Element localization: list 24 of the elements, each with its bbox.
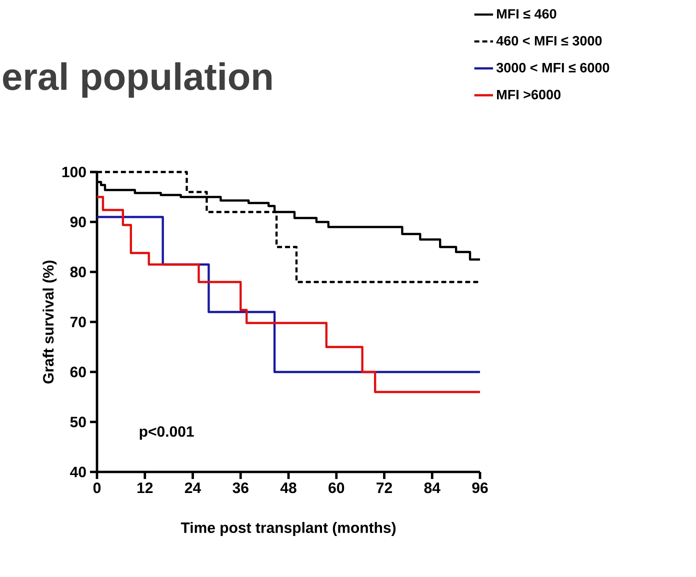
legend-label: 3000 < MFI ≤ 6000 (496, 62, 610, 72)
x-tick-label: 12 (137, 482, 153, 493)
y-axis-title: Graft survival (%) (42, 260, 57, 384)
y-tick-label: 80 (70, 266, 86, 278)
x-tick-label: 36 (232, 482, 248, 494)
chart-title: eral population (3, 62, 272, 98)
y-tick-label: 70 (70, 316, 86, 328)
x-tick-label: 24 (184, 482, 202, 493)
annotation: p<0.001 (140, 426, 194, 440)
legend-label: 460 < MFI ≤ 3000 (496, 36, 602, 46)
y-tick-label: 40 (70, 466, 86, 478)
x-tick-label: 48 (280, 482, 296, 494)
x-tick-label: 0 (93, 482, 101, 494)
y-tick-label: 50 (70, 416, 86, 428)
x-tick-label: 72 (376, 482, 392, 493)
x-tick-label: 60 (328, 482, 344, 494)
x-axis-title: Time post transplant (months) (180, 522, 396, 536)
x-tick-label: 84 (424, 482, 440, 494)
y-tick-label: 100 (62, 166, 86, 178)
y-tick-label: 60 (70, 366, 86, 378)
legend-label: MFI >6000 (497, 90, 560, 100)
x-tick-label: 96 (472, 482, 488, 494)
legend-label: MFI ≤ 460 (497, 9, 556, 19)
y-tick-label: 90 (70, 216, 86, 228)
